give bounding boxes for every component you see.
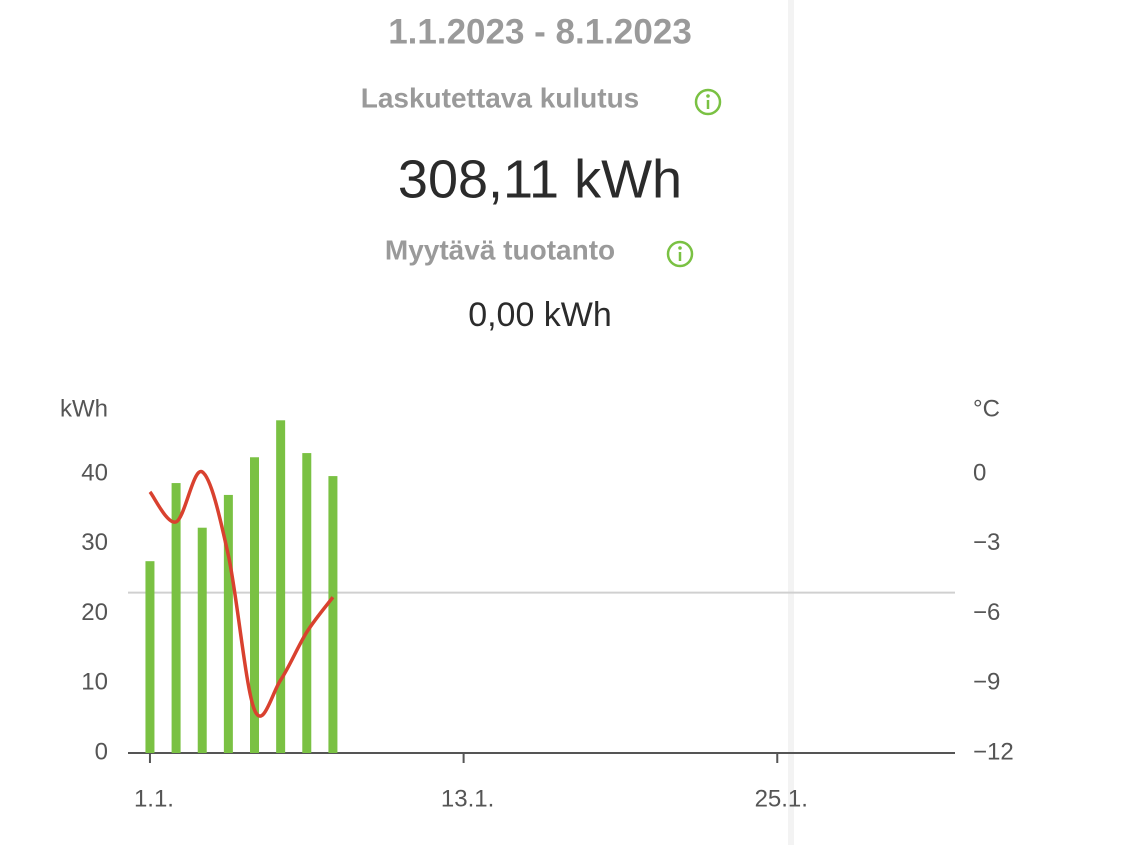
y2-tick-label: −12 xyxy=(973,738,1014,765)
consumption-label: Laskutettava kulutus xyxy=(361,82,640,113)
bar xyxy=(276,420,286,753)
x-tick-label: 1.1. xyxy=(134,785,174,812)
y2-tick-label: 0 xyxy=(973,459,986,486)
bar xyxy=(197,527,207,753)
y2-tick-label: −9 xyxy=(973,669,1000,696)
y-tick-label: 20 xyxy=(81,599,108,626)
y-tick-label: 10 xyxy=(81,669,108,696)
bar xyxy=(223,494,233,753)
bar xyxy=(145,561,155,753)
y-tick-label: 0 xyxy=(95,738,108,765)
production-value: 0,00 kWh xyxy=(468,296,612,334)
bar xyxy=(171,483,181,753)
bar xyxy=(302,453,312,753)
y2-tick-label: −6 xyxy=(973,599,1000,626)
info-icon[interactable] xyxy=(694,88,722,116)
y2-tick-label: −3 xyxy=(973,529,1000,556)
consumption-value: 308,11 kWh xyxy=(398,149,682,209)
y-tick-label: 40 xyxy=(81,459,108,486)
temperature-line xyxy=(148,470,335,718)
bar xyxy=(328,476,338,753)
info-icon[interactable] xyxy=(666,240,694,268)
y-axis-title: kWh xyxy=(60,395,108,422)
y-tick-label: 30 xyxy=(81,529,108,556)
y2-axis-title: °C xyxy=(973,395,1000,422)
panel-edge xyxy=(788,0,794,845)
bar xyxy=(250,457,260,753)
production-label: Myytävä tuotanto xyxy=(385,234,615,265)
x-tick-label: 13.1. xyxy=(441,785,494,812)
period: 1.1.2023 - 8.1.2023 xyxy=(388,12,692,51)
x-tick-label: 25.1. xyxy=(755,785,808,812)
